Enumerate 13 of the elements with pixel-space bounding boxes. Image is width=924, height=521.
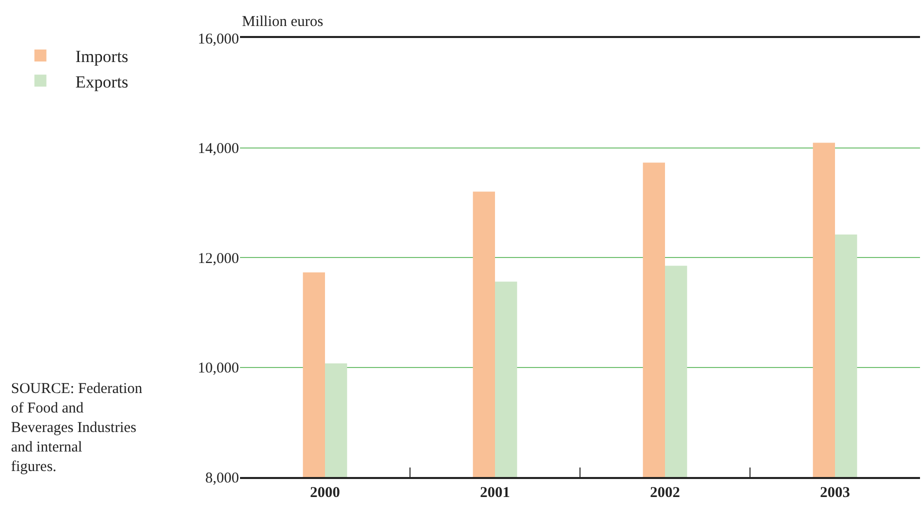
source-note: SOURCE: Federation of Food and Beverages Industries and internal figures. xyxy=(11,381,143,475)
x-tick-label: 2002 xyxy=(650,484,680,501)
legend-label: Imports xyxy=(75,47,128,66)
y-axis-title: Million euros xyxy=(242,14,324,30)
y-tick-label: 16,000 xyxy=(198,31,239,48)
x-tick-label: 2003 xyxy=(820,484,850,501)
y-tick-label: 10,000 xyxy=(198,360,239,376)
y-tick-label: 8,000 xyxy=(205,470,239,486)
legend-label: Exports xyxy=(75,72,128,92)
x-tick-label: 2001 xyxy=(480,484,510,501)
y-tick-label: 14,000 xyxy=(198,141,239,157)
y-tick-label: 12,000 xyxy=(198,250,239,267)
x-tick-label: 2000 xyxy=(310,484,340,501)
